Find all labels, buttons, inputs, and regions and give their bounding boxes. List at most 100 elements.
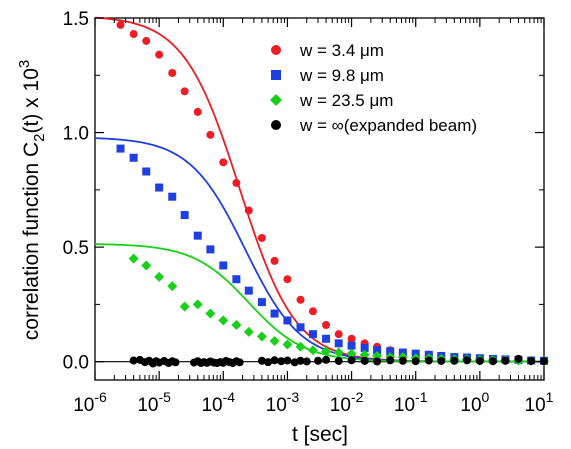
data-point (296, 323, 305, 332)
data-point (411, 357, 420, 366)
data-point (244, 206, 253, 215)
data-point (168, 192, 177, 201)
legend: w = 3.4 μm w = 9.8 μm w = 23.5 μm w = ∞(exp… (270, 41, 477, 135)
legend-marker (270, 94, 282, 106)
data-point (398, 356, 407, 365)
data-point (314, 356, 323, 365)
data-point (270, 309, 279, 318)
data-point (155, 183, 164, 192)
data-point (322, 321, 331, 330)
data-point (116, 144, 125, 153)
legend-label: w = 9.8 μm (299, 66, 384, 85)
x-tick-label: 10-3 (266, 389, 300, 416)
data-point (347, 341, 356, 350)
x-tick-label: 100 (460, 389, 489, 416)
data-point (302, 357, 311, 366)
data-point (142, 36, 151, 45)
data-point (334, 339, 343, 348)
data-point (180, 87, 189, 96)
x-tick-label: 10-2 (330, 389, 364, 416)
data-point (373, 346, 382, 355)
data-point (206, 130, 215, 139)
legend-label: w = 23.5 μm (299, 91, 393, 110)
data-point (171, 358, 180, 367)
data-point (219, 158, 228, 167)
data-point (205, 308, 216, 319)
data-point (155, 50, 164, 59)
data-point (283, 356, 292, 365)
data-point (386, 347, 395, 356)
data-point (322, 334, 331, 343)
data-point (219, 261, 228, 270)
data-point (264, 358, 273, 367)
data-point (296, 356, 305, 365)
data-point (346, 348, 357, 359)
data-point (141, 260, 152, 271)
data-point (334, 356, 343, 365)
data-point (116, 20, 125, 29)
data-point (282, 339, 293, 350)
legend-label: w = 3.4 μm (299, 41, 384, 60)
data-point (232, 275, 241, 284)
data-point (488, 357, 497, 366)
data-point (373, 357, 382, 366)
y-axis-title: correlation function C2(t) x 103 (16, 60, 48, 340)
data-point (129, 30, 138, 39)
data-point (424, 356, 433, 365)
data-point (167, 281, 178, 292)
data-point (333, 347, 344, 358)
data-point (270, 356, 279, 365)
data-point (180, 211, 189, 220)
data-point (307, 345, 318, 356)
data-point (193, 107, 202, 116)
data-point (142, 167, 151, 176)
data-point (462, 356, 471, 365)
y-tick-label: 0.0 (63, 353, 89, 374)
data-point (257, 356, 266, 365)
data-point (218, 315, 229, 326)
data-point (129, 153, 138, 162)
data-point (359, 349, 370, 360)
x-tick-label: 10-5 (137, 389, 171, 416)
data-point (277, 357, 286, 366)
data-point (235, 358, 244, 367)
legend-marker (271, 70, 281, 80)
y-tick-label: 1.5 (63, 9, 89, 30)
data-point (450, 356, 459, 365)
data-point (386, 356, 395, 365)
tick-labels: 10-6 10-5 10-4 10-3 10-2 10-1 100 101 0.0 0.5 1.0 1… (63, 9, 554, 416)
y-tick-label: 1.0 (63, 124, 89, 145)
data-point (360, 356, 369, 365)
x-tick-label: 10-6 (73, 389, 107, 416)
data-point (206, 245, 215, 254)
data-point (179, 301, 190, 312)
data-point (243, 326, 254, 337)
axis-ticks (94, 17, 545, 380)
x-tick-label: 10-4 (201, 389, 235, 416)
data-point (322, 355, 331, 364)
data-point (475, 356, 484, 365)
data-point (347, 356, 356, 365)
x-tick-label: 10-1 (394, 389, 428, 416)
data-point (129, 356, 138, 365)
data-point (231, 320, 242, 331)
x-tick-label: 101 (525, 389, 554, 416)
data-point (514, 354, 523, 363)
data-point (168, 68, 177, 77)
data-point (283, 275, 292, 284)
data-point (334, 330, 343, 339)
data-point (154, 271, 165, 282)
data-point (321, 346, 332, 357)
data-point (308, 307, 317, 316)
data-points (116, 20, 549, 368)
data-point (360, 343, 369, 352)
data-point (128, 253, 139, 264)
data-point (257, 298, 266, 307)
legend-marker (271, 45, 281, 55)
data-point (296, 295, 305, 304)
data-point (295, 341, 306, 352)
data-point (244, 286, 253, 295)
data-point (270, 256, 279, 265)
data-point (347, 334, 356, 343)
